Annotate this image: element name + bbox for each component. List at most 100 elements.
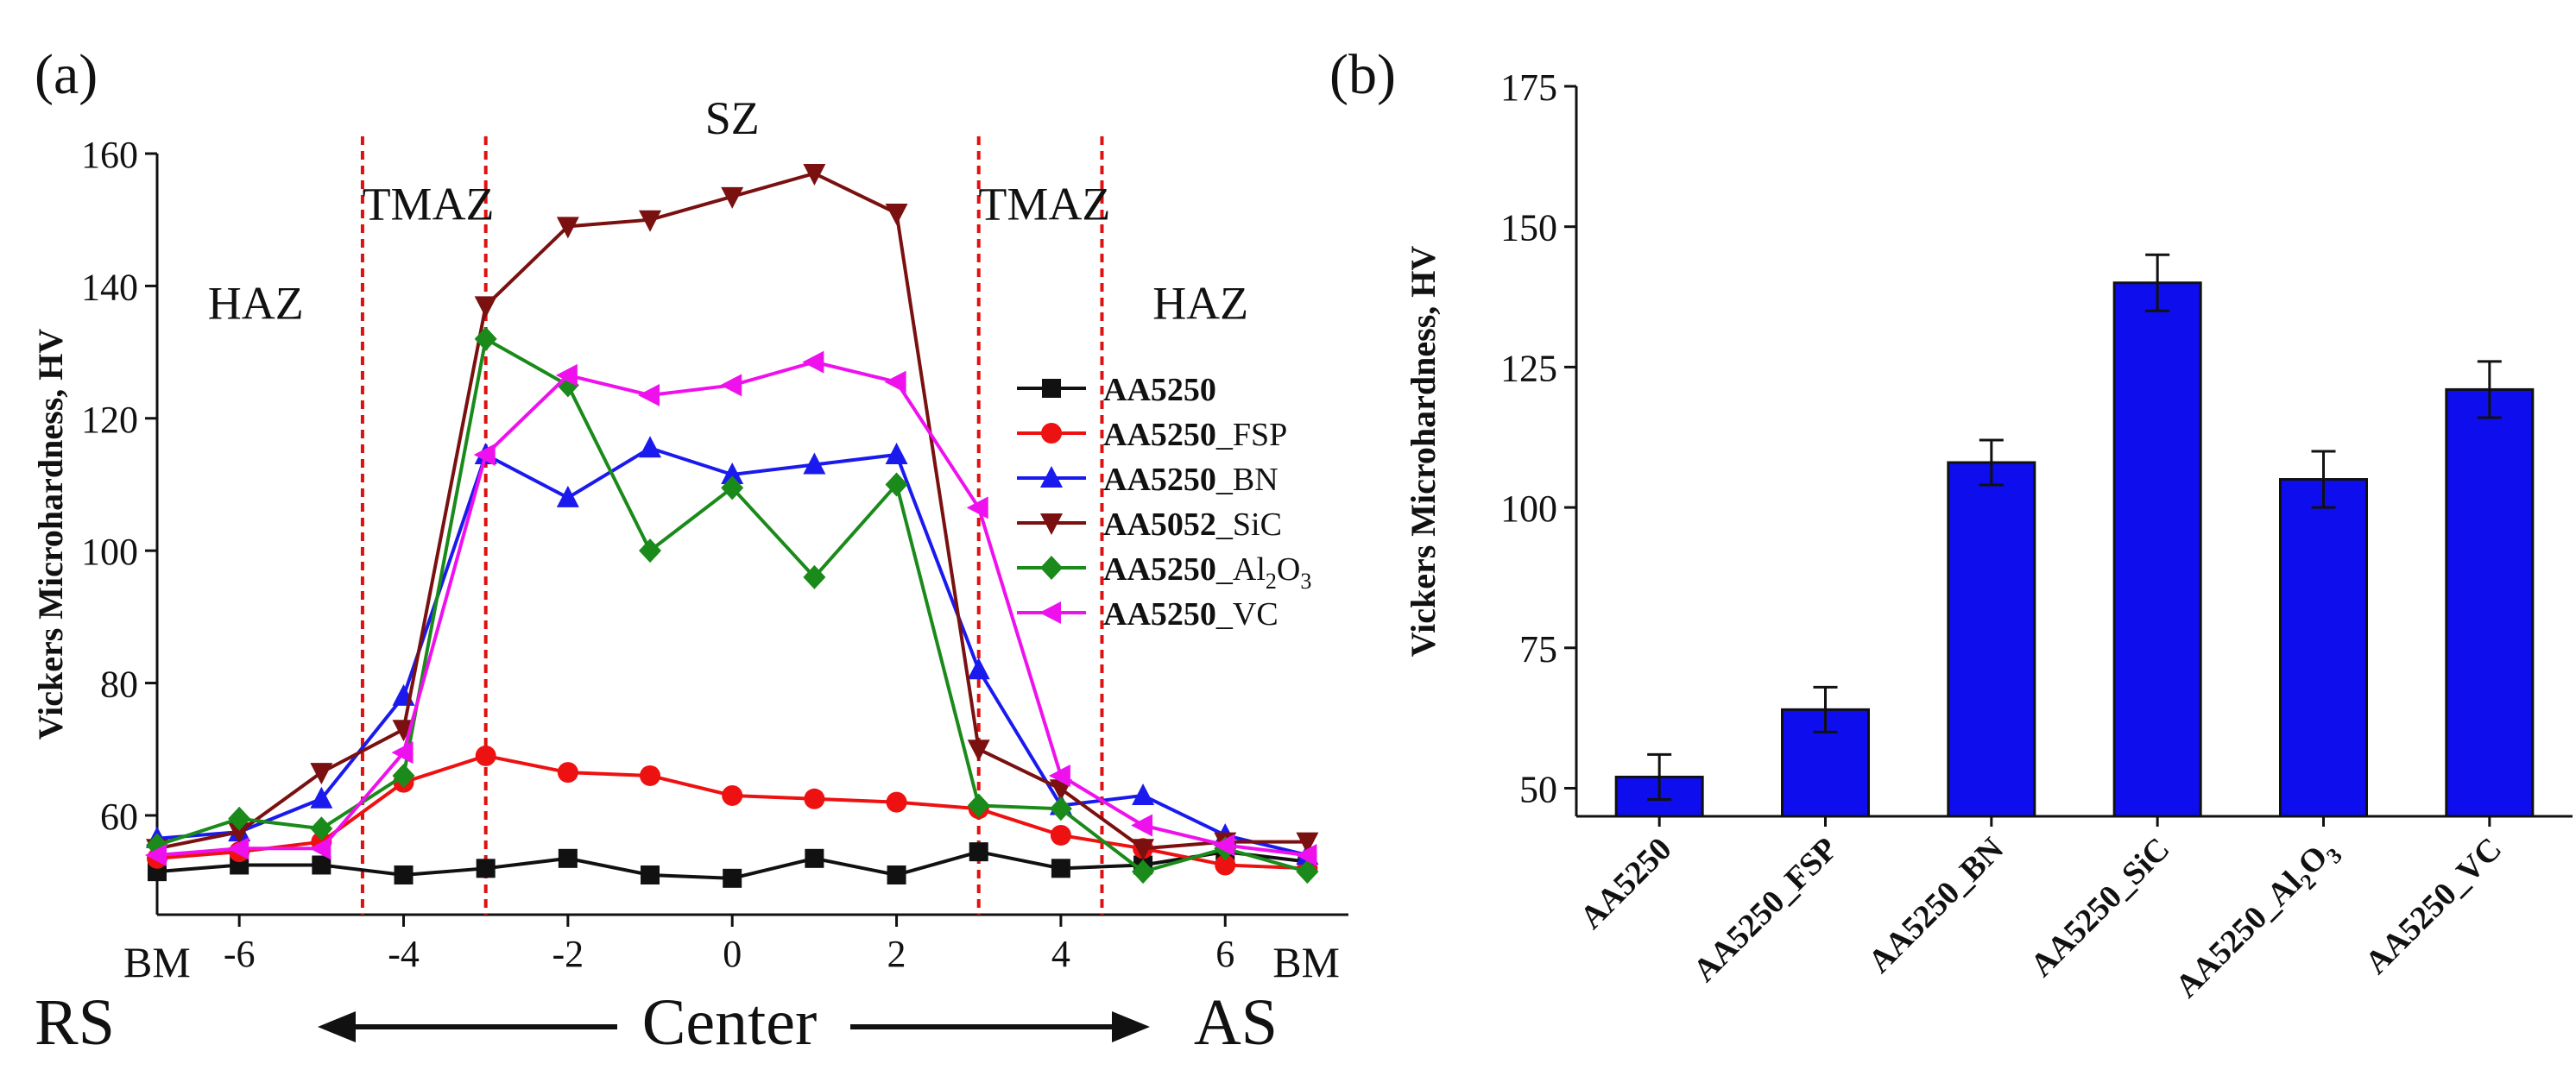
data-point — [557, 762, 578, 784]
x-category-label: AA5250 — [1573, 831, 1678, 936]
rs-label: RS — [35, 986, 115, 1059]
bm-label-right: BM — [1272, 938, 1340, 986]
data-point — [1132, 783, 1155, 805]
data-point — [805, 848, 824, 868]
y-tick-label: 100 — [81, 531, 138, 573]
data-point — [887, 865, 906, 884]
bm-label-left: BM — [123, 938, 191, 986]
zone-label: HAZ — [1152, 278, 1248, 330]
data-point — [1050, 824, 1071, 846]
data-point — [1296, 859, 1319, 884]
x-category-label: AA5250_SiC — [2024, 831, 2177, 985]
legend-entry: AA5052_SiC — [1103, 507, 1282, 543]
x-tick-label: 4 — [1051, 933, 1070, 975]
data-point — [1042, 379, 1061, 398]
legend: AA5250 AA5250_FSP AA5250_BN AA5052_SiC AA525… — [1017, 372, 1311, 633]
data-point — [967, 658, 990, 680]
y-tick-label: 50 — [1519, 768, 1557, 810]
x-category-label: AA5250_Al2O3 — [2169, 831, 2347, 1010]
data-point — [1039, 601, 1061, 624]
bar — [2112, 281, 2202, 818]
data-point — [721, 475, 744, 500]
data-point — [885, 204, 908, 226]
data-point — [966, 496, 988, 519]
data-point — [967, 740, 990, 762]
x-category-label: AA5250_VC — [2358, 831, 2510, 982]
legend-entry: AA5250_FSP — [1103, 417, 1287, 453]
data-point — [720, 374, 742, 397]
y-tick-label: 75 — [1519, 628, 1557, 670]
arrow-left-head — [318, 1011, 356, 1042]
y-axis-label: Vickers Microhardness, HV — [31, 329, 70, 740]
data-point — [1131, 814, 1153, 837]
data-point — [885, 442, 908, 464]
series-aa5250-al2o3 — [146, 326, 1319, 884]
x-category-label: AA5250_BN — [1861, 831, 2011, 980]
data-point — [1132, 859, 1155, 884]
data-point — [639, 210, 662, 232]
data-point — [1295, 843, 1317, 866]
x-tick-label: 6 — [1215, 933, 1234, 975]
data-point — [1048, 764, 1070, 787]
data-point — [1040, 466, 1063, 488]
data-point — [641, 865, 660, 884]
data-point — [1132, 839, 1155, 861]
panel-a-label: (a) — [35, 43, 98, 106]
data-point — [309, 837, 331, 860]
data-point — [967, 793, 990, 818]
data-point — [1296, 832, 1319, 854]
data-point — [391, 741, 414, 765]
series-aa5250-vc — [145, 350, 1317, 866]
bar — [1947, 461, 2036, 818]
data-point — [1040, 556, 1063, 580]
bar-chart-panel-b: 50 75 100 125 150 175 Vickers Microhardness, H… — [1404, 66, 2573, 1010]
data-point — [556, 485, 579, 507]
data-point — [1040, 513, 1063, 535]
data-point — [721, 186, 744, 209]
zone-label: TMAZ — [978, 179, 1110, 230]
data-point — [558, 848, 578, 868]
x-tick-label: -6 — [224, 933, 256, 975]
data-point — [803, 564, 826, 589]
data-point — [885, 472, 908, 497]
y-axis-label: Vickers Microhardness, HV — [1404, 246, 1443, 658]
line-chart-panel-a: 60 80 100 120 140 160 -6 -4 -2 0 2 4 6 BM BM Vickers Mi… — [31, 92, 1348, 1059]
zone-label: TMAZ — [363, 179, 495, 230]
panel-b-label: (b) — [1329, 43, 1396, 106]
x-tick-label: 2 — [887, 933, 906, 975]
data-point — [639, 538, 662, 563]
data-point — [1051, 859, 1070, 878]
y-tick-label: 100 — [1500, 488, 1557, 530]
data-point — [227, 837, 249, 860]
data-point — [1041, 423, 1062, 444]
y-tick-label: 80 — [100, 664, 138, 706]
data-point — [884, 370, 906, 393]
data-point — [475, 745, 496, 766]
data-point — [473, 443, 496, 466]
x-tick-label: -4 — [388, 933, 420, 975]
legend-entry: AA5250_BN — [1103, 462, 1279, 498]
y-tick-label: 120 — [81, 399, 138, 441]
x-tick-label: 0 — [723, 933, 742, 975]
legend-entry: AA5250_VC — [1103, 596, 1279, 633]
data-point — [723, 868, 742, 888]
x-tick-label: -2 — [552, 933, 584, 975]
data-point — [803, 452, 826, 475]
arrow-right-head — [1112, 1011, 1150, 1042]
data-point — [310, 786, 333, 809]
y-tick-label: 160 — [81, 134, 138, 176]
data-point — [639, 436, 662, 458]
zone-label: HAZ — [208, 278, 304, 330]
y-tick-label: 60 — [100, 796, 138, 838]
data-point — [640, 765, 661, 786]
bar — [2445, 387, 2535, 818]
y-tick-label: 150 — [1500, 207, 1557, 249]
data-point — [228, 822, 251, 845]
data-point — [555, 363, 578, 387]
data-point — [145, 843, 167, 866]
y-tick-label: 140 — [81, 266, 138, 308]
data-point — [886, 791, 907, 813]
data-point — [802, 350, 824, 374]
zone-label: SZ — [705, 92, 760, 144]
legend-entry: AA5250 — [1103, 372, 1216, 408]
